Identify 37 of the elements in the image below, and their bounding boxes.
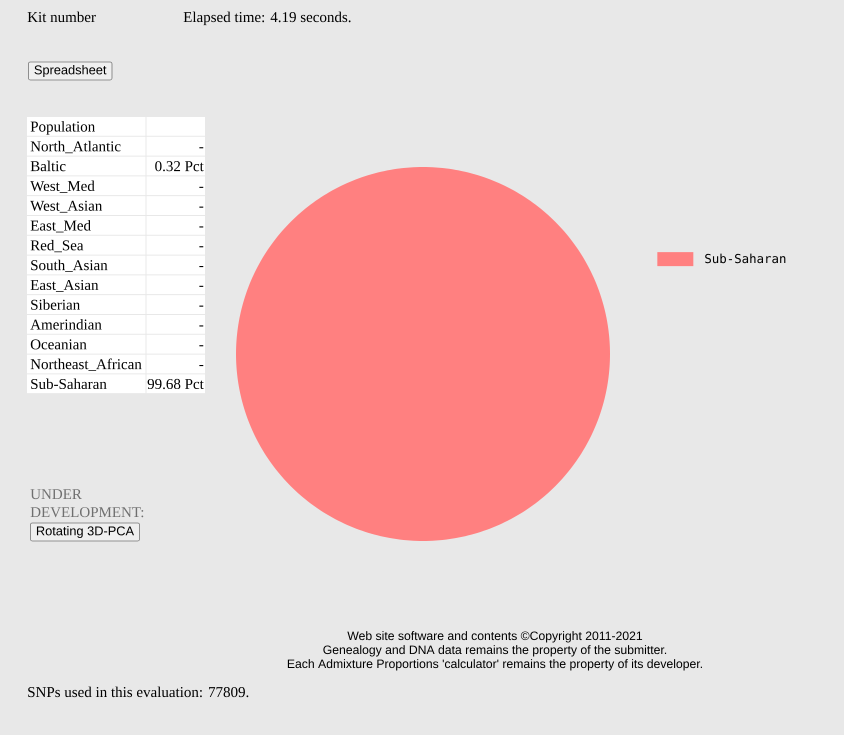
text: 0.32 Pct [155,161,204,172]
text: Spreadsheet [34,65,106,77]
category-label: Sub-Saharan [31,378,107,390]
category-label: Northeast_African [30,358,142,372]
text: - [199,206,204,208]
text: UNDER DEVELOPMENT: [30,489,144,518]
text: Population [30,121,95,135]
text: Each Admixture Proportions 'calculator' remains the property of its developer. [288,659,702,671]
category-label: Red_Sea [30,240,84,252]
text: Kit number [28,12,96,22]
category-label: North_Atlantic [30,140,121,154]
text: Elapsed time: 4.19 seconds. [184,12,351,26]
text: - [199,286,204,287]
category-label: Amerindian [30,319,102,330]
text: - [199,325,204,327]
text: - [199,266,204,268]
text: - [199,306,204,307]
text: 99.68 Pct [148,378,204,390]
text: - [199,186,204,188]
category-label: South_Asian [31,260,108,272]
category-label: West_Med [30,180,95,193]
text: Rotating 3D-PCA [36,526,134,538]
category-label: Oceanian [30,339,87,350]
text: - [199,364,204,366]
category-label: East_Med [30,220,91,232]
text: SNPs used in this evaluation: 77809. [28,686,248,698]
text: - [199,147,204,148]
text: Web site software and contents ©Copyright 2011-2021 [347,631,642,643]
text: Genealogy and DNA data remains the property of the submitter. [323,645,666,657]
category-label: West_Asian [30,200,102,213]
legend-label: Sub-Saharan [705,254,786,264]
category-label: East_Asian [30,280,98,292]
text: - [199,345,204,346]
text: - [199,226,204,228]
text: - [199,246,204,248]
category-label: Baltic [30,160,66,172]
category-label: Siberian [31,299,80,310]
